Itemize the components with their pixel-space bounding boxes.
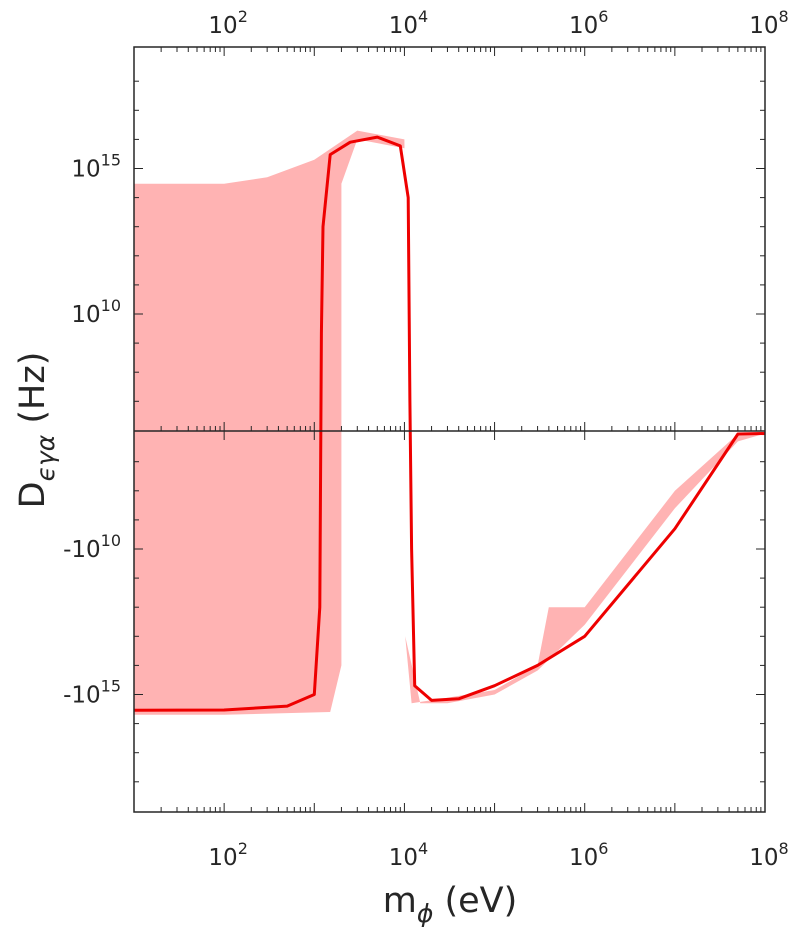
y-axis-label-unit: (Hz) — [13, 352, 53, 435]
x-tick-label-bottom: 106 — [569, 839, 608, 871]
uncertainty-band-layer — [134, 130, 765, 715]
y-axis-label: Dϵγα (Hz) — [13, 352, 60, 509]
uncertainty-band-2 — [405, 433, 765, 704]
tick-label-layer: 102 102 104 104 106 106 108 108 1015 1010 -1010 -10… — [63, 7, 789, 871]
x-tick-label-top: 102 — [208, 7, 247, 39]
y-axis-label-subscript: ϵγα — [31, 434, 60, 481]
axes-layer — [133, 46, 766, 813]
x-axis-label-subscript: ϕ — [417, 899, 434, 928]
y-tick-label: -1010 — [63, 531, 121, 563]
x-tick-label-top: 104 — [389, 7, 428, 39]
x-tick-label-bottom: 102 — [208, 839, 247, 871]
uncertainty-band-1 — [134, 130, 407, 715]
central-curve-layer — [133, 135, 766, 712]
central-curve — [133, 135, 766, 712]
x-axis-label-unit: (eV) — [433, 881, 517, 921]
y-tick-label: 1015 — [71, 151, 121, 183]
x-tick-label-top: 106 — [569, 7, 608, 39]
x-tick-label-bottom: 104 — [389, 839, 428, 871]
y-tick-label: -1015 — [63, 677, 121, 709]
x-tick-label-top: 108 — [749, 7, 788, 39]
x-tick-label-bottom: 108 — [749, 839, 788, 871]
y-tick-label: 1010 — [71, 296, 121, 328]
x-axis-label: mϕ (eV) — [383, 881, 518, 928]
